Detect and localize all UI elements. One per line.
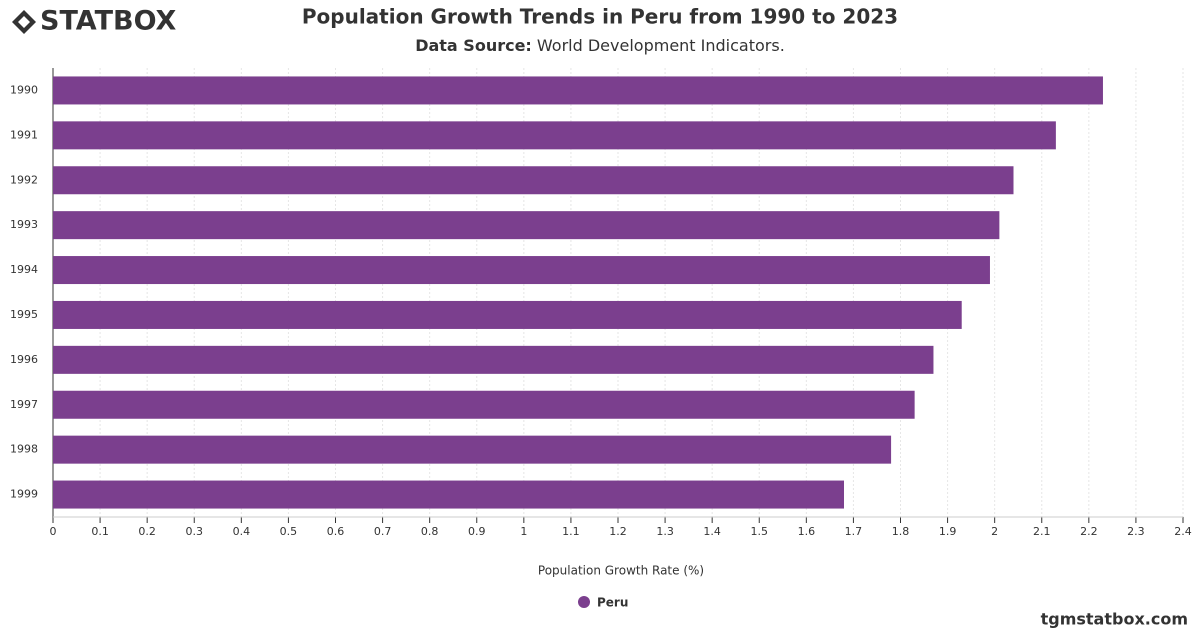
legend-label: Peru	[597, 596, 628, 610]
bar	[53, 480, 844, 509]
chart-title: Population Growth Trends in Peru from 19…	[302, 5, 898, 29]
bar	[53, 256, 990, 285]
x-tick-label: 2.1	[1033, 525, 1051, 538]
brand: STATBOX	[40, 6, 177, 37]
x-tick-label: 2.2	[1080, 525, 1098, 538]
x-axis-label: Population Growth Rate (%)	[538, 564, 704, 578]
bar	[53, 390, 915, 419]
y-tick-label: 1993	[10, 218, 38, 231]
bar	[53, 345, 934, 374]
x-tick-label: 1	[520, 525, 527, 538]
x-tick-label: 0.5	[280, 525, 298, 538]
x-tick-label: 1.9	[939, 525, 957, 538]
bar	[53, 121, 1056, 150]
bar	[53, 76, 1103, 105]
x-tick-label: 2.4	[1174, 525, 1192, 538]
bar	[53, 166, 1014, 195]
x-tick-label: 2.3	[1127, 525, 1145, 538]
x-tick-label: 2	[991, 525, 998, 538]
subtitle-label: Data Source:	[415, 36, 532, 55]
chart-subtitle: Data Source: World Development Indicator…	[415, 36, 785, 55]
y-tick-label: 1995	[10, 308, 38, 321]
y-tick-label: 1996	[10, 353, 38, 366]
bar	[53, 435, 892, 464]
x-tick-label: 0.6	[327, 525, 345, 538]
y-tick-label: 1997	[10, 398, 38, 411]
x-tick-label: 1.4	[703, 525, 721, 538]
footer: tgmstatbox.com	[1041, 610, 1188, 629]
x-tick-label: 0.8	[421, 525, 439, 538]
x-tick-label: 0.4	[233, 525, 251, 538]
x-tick-label: 1.1	[562, 525, 580, 538]
x-tick-label: 0.7	[374, 525, 392, 538]
x-tick-label: 0.1	[91, 525, 109, 538]
legend-marker	[578, 596, 590, 608]
logo-icon	[12, 10, 36, 34]
bar	[53, 300, 962, 329]
y-tick-label: 1991	[10, 128, 38, 141]
y-tick-label: 1992	[10, 173, 38, 186]
y-tick-label: 1999	[10, 488, 38, 501]
x-tick-label: 0.9	[468, 525, 486, 538]
y-tick-label: 1994	[10, 263, 38, 276]
x-tick-label: 1.2	[609, 525, 627, 538]
subtitle-text: World Development Indicators.	[537, 36, 785, 55]
x-tick-label: 1.7	[845, 525, 863, 538]
x-tick-label: 1.5	[751, 525, 769, 538]
logo: STATBOX	[12, 6, 177, 37]
y-tick-label: 1998	[10, 443, 38, 456]
x-tick-label: 0	[50, 525, 57, 538]
bar	[53, 211, 1000, 240]
x-tick-label: 1.8	[892, 525, 910, 538]
x-tick-label: 1.6	[798, 525, 816, 538]
x-tick-label: 0.2	[138, 525, 156, 538]
x-tick-label: 0.3	[186, 525, 204, 538]
y-tick-label: 1990	[10, 83, 38, 96]
x-tick-label: 1.3	[656, 525, 674, 538]
